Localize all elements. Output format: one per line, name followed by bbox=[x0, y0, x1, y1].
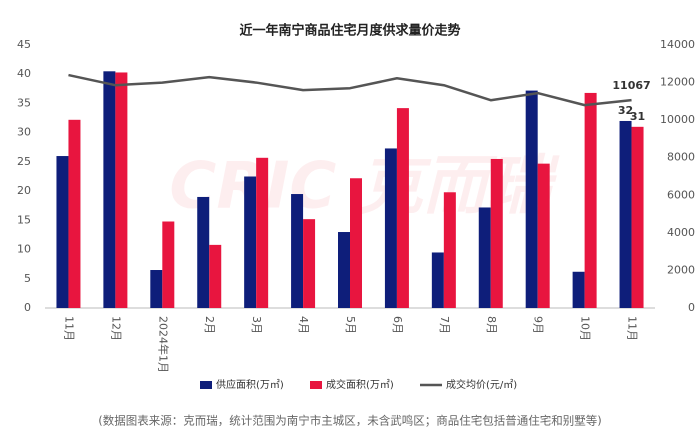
bar bbox=[396, 108, 409, 309]
y2-tick-label: 10000 bbox=[660, 113, 695, 126]
x-tick-label: 7月 bbox=[438, 316, 451, 334]
x-tick-label: 2月 bbox=[203, 316, 216, 334]
y2-tick-label: 8000 bbox=[667, 151, 695, 164]
source-note: (数据图表来源：克而瑞，统计范围为南宁市主城区，未含武鸣区；商品住宅包括普通住宅… bbox=[98, 414, 601, 428]
value-label: 31 bbox=[630, 110, 645, 123]
y-tick-label: 15 bbox=[17, 213, 31, 226]
y2-tick-label: 6000 bbox=[667, 188, 695, 201]
x-tick-label: 11月 bbox=[626, 316, 639, 341]
bar bbox=[256, 157, 269, 308]
bar bbox=[291, 194, 304, 308]
y-tick-label: 0 bbox=[24, 301, 31, 314]
y-tick-label: 10 bbox=[17, 243, 31, 256]
y-tick-label: 20 bbox=[17, 184, 31, 197]
x-tick-label: 3月 bbox=[250, 316, 263, 334]
y2-tick-label: 12000 bbox=[660, 76, 695, 89]
x-tick-label: 10月 bbox=[579, 316, 592, 341]
y-tick-label: 5 bbox=[24, 272, 31, 285]
legend-swatch bbox=[310, 381, 322, 389]
y-tick-label: 35 bbox=[17, 96, 31, 109]
x-tick-label: 2024年1月 bbox=[156, 316, 170, 373]
bar bbox=[584, 92, 597, 309]
bar bbox=[103, 71, 116, 308]
bar bbox=[631, 126, 644, 308]
chart-title: 近一年南宁商品住宅月度供求量价走势 bbox=[239, 23, 460, 39]
x-tick-label: 5月 bbox=[344, 316, 357, 334]
bar bbox=[68, 119, 81, 308]
bar bbox=[150, 270, 163, 308]
bar bbox=[619, 120, 632, 308]
y2-tick-label: 2000 bbox=[667, 263, 695, 276]
bar bbox=[431, 252, 444, 308]
legend-label: 成交均价(元/㎡) bbox=[446, 378, 517, 391]
bar bbox=[56, 156, 69, 308]
y2-tick-label: 4000 bbox=[667, 226, 695, 239]
x-tick-label: 11月 bbox=[62, 316, 75, 341]
x-tick-label: 6月 bbox=[391, 316, 404, 334]
y-tick-label: 45 bbox=[17, 38, 31, 51]
x-tick-label: 8月 bbox=[485, 316, 498, 334]
x-tick-label: 4月 bbox=[297, 316, 310, 334]
bar bbox=[303, 219, 316, 308]
bar bbox=[338, 232, 350, 308]
value-label: 11067 bbox=[612, 79, 650, 92]
bar bbox=[197, 196, 210, 308]
legend-label: 成交面积(万㎡) bbox=[326, 378, 394, 391]
bar bbox=[490, 158, 503, 308]
x-tick-label: 9月 bbox=[532, 316, 545, 334]
bar bbox=[209, 244, 222, 308]
y2-tick-label: 14000 bbox=[660, 38, 695, 51]
bar bbox=[350, 178, 362, 308]
bar bbox=[478, 207, 491, 308]
bar bbox=[572, 271, 585, 308]
bar bbox=[384, 148, 397, 308]
bar bbox=[537, 163, 550, 308]
bar bbox=[162, 221, 175, 308]
value-label: 32 bbox=[618, 104, 633, 117]
bar bbox=[443, 192, 456, 308]
bar bbox=[115, 72, 128, 308]
y-tick-label: 40 bbox=[17, 67, 31, 80]
bar bbox=[244, 176, 257, 308]
y-tick-label: 30 bbox=[17, 126, 31, 139]
legend-swatch bbox=[200, 381, 212, 389]
bar bbox=[525, 90, 538, 308]
x-tick-label: 12月 bbox=[109, 316, 122, 341]
y-tick-label: 25 bbox=[17, 155, 31, 168]
price-line bbox=[68, 73, 632, 107]
legend-label: 供应面积(万㎡) bbox=[216, 378, 284, 391]
y2-tick-label: 0 bbox=[688, 301, 695, 314]
